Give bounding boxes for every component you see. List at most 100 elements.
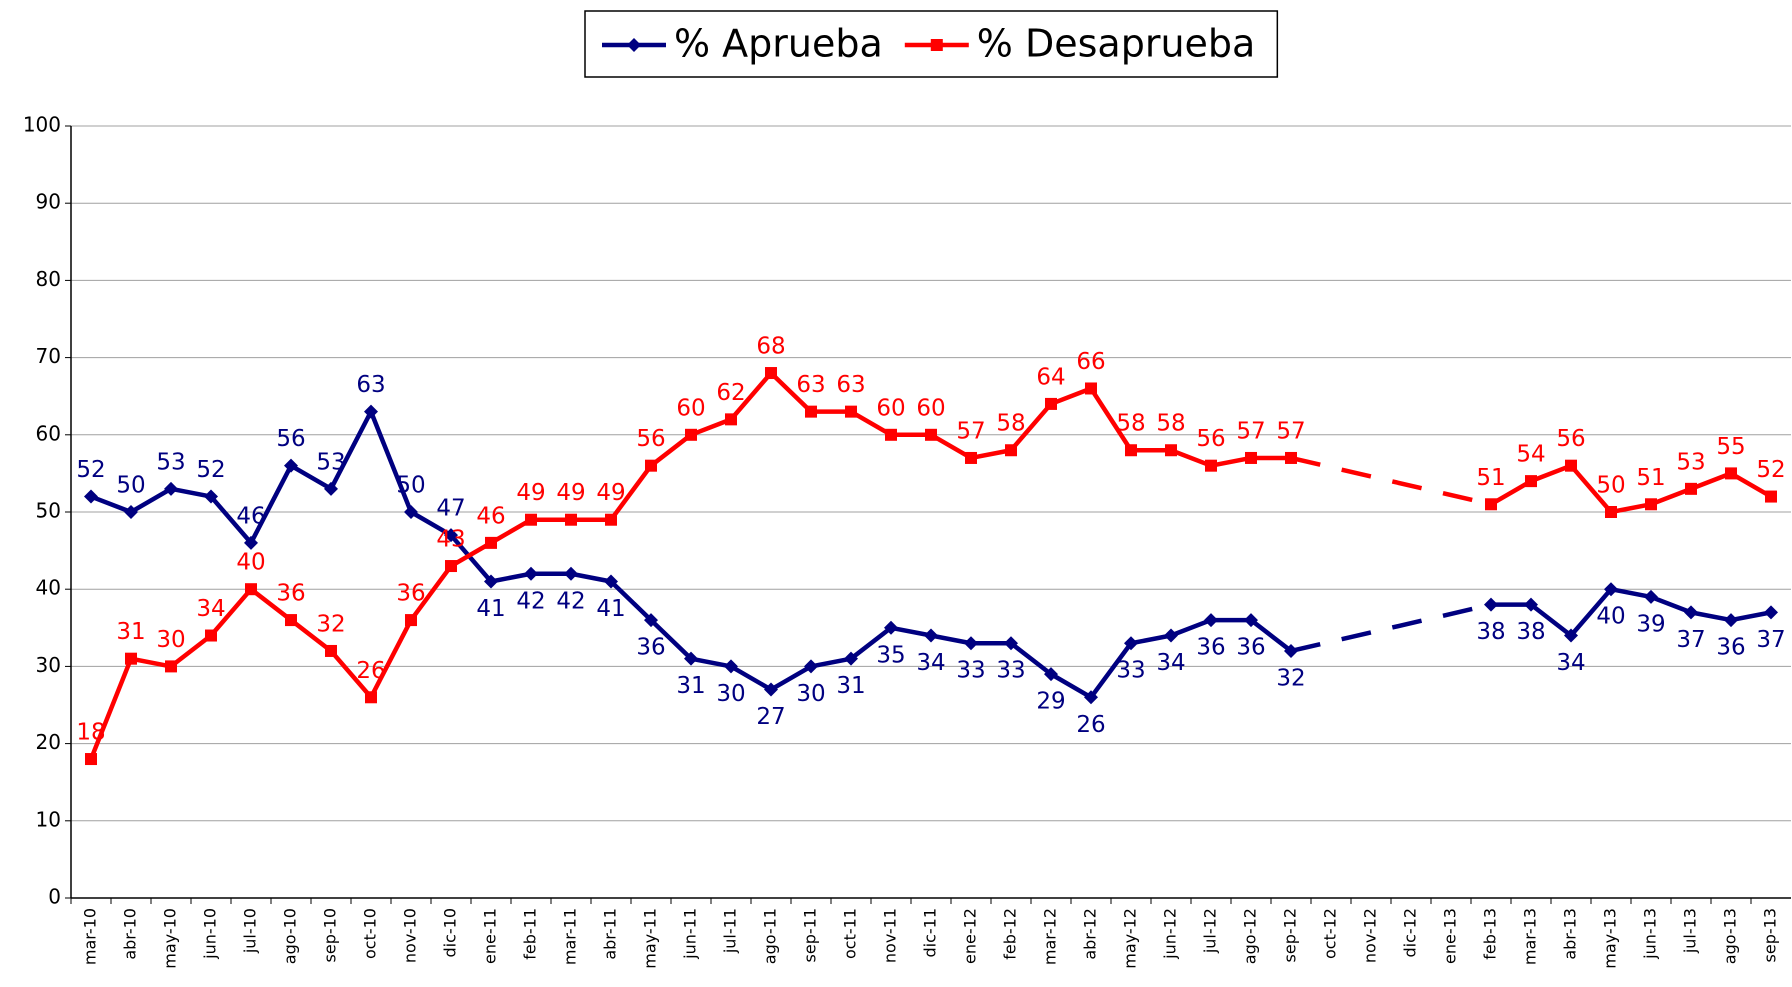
x-tick-label: ago-12	[1241, 908, 1260, 964]
x-tick-label: dic-11	[921, 908, 940, 958]
data-label: 36	[396, 581, 425, 607]
marker	[324, 481, 338, 496]
data-label: 56	[1556, 426, 1585, 452]
marker	[604, 574, 618, 589]
marker	[1285, 451, 1297, 464]
legend-marker	[627, 38, 641, 52]
x-tick-label: abr-10	[121, 908, 140, 960]
marker	[605, 513, 617, 526]
data-label: 40	[236, 550, 265, 576]
x-tick-label: feb-12	[1001, 908, 1020, 960]
data-label: 33	[996, 658, 1025, 684]
x-tick-label: may-11	[641, 908, 660, 969]
marker	[1044, 667, 1058, 682]
marker	[164, 481, 178, 496]
marker	[965, 451, 977, 464]
marker	[1165, 444, 1177, 457]
marker	[1004, 636, 1018, 651]
series-line	[1489, 463, 1773, 515]
marker	[1045, 397, 1057, 410]
x-tick-label: mar-10	[81, 908, 100, 965]
marker	[485, 536, 497, 549]
data-label: 52	[76, 457, 105, 483]
y-tick-label: 80	[36, 267, 61, 291]
legend: % Aprueba % Desaprueba	[584, 10, 1279, 78]
marker	[204, 489, 218, 504]
x-tick-label: nov-12	[1361, 908, 1380, 963]
marker	[564, 566, 578, 581]
x-tick-label: jun-12	[1161, 908, 1180, 960]
y-tick-label: 0	[48, 885, 61, 909]
data-label: 46	[476, 503, 505, 529]
data-label: 37	[1756, 627, 1785, 653]
data-label: 41	[476, 596, 505, 622]
x-tick-label: sep-12	[1281, 908, 1300, 962]
data-label: 46	[236, 503, 265, 529]
x-tick-label: may-10	[161, 908, 180, 969]
marker	[524, 566, 538, 581]
marker	[1204, 613, 1218, 628]
marker	[484, 574, 498, 589]
data-label: 42	[556, 588, 585, 614]
y-tick-label: 30	[36, 653, 61, 677]
marker	[1485, 498, 1497, 511]
marker	[1684, 605, 1698, 620]
data-label: 60	[876, 395, 905, 421]
legend-label: % Desaprueba	[977, 22, 1256, 66]
marker	[205, 629, 217, 642]
x-tick-label: ene-12	[961, 908, 980, 964]
y-tick-label: 20	[36, 730, 61, 754]
y-tick-label: 90	[36, 190, 61, 214]
series-line	[1491, 586, 1772, 638]
marker	[325, 644, 337, 657]
marker	[1644, 589, 1658, 604]
data-label: 49	[556, 480, 585, 506]
marker	[1724, 613, 1738, 628]
data-label: 56	[276, 426, 305, 452]
y-tick-label: 70	[36, 344, 61, 368]
gap-bridge	[1290, 602, 1492, 654]
marker	[1084, 690, 1098, 705]
data-label: 39	[1636, 611, 1665, 637]
marker	[725, 413, 737, 426]
x-tick-label: jun-13	[1641, 908, 1660, 960]
data-label: 57	[1276, 418, 1305, 444]
data-label: 38	[1476, 619, 1505, 645]
marker	[684, 651, 698, 666]
data-label: 30	[156, 627, 185, 653]
y-tick-label: 50	[36, 499, 61, 523]
x-tick-label: ene-11	[481, 908, 500, 964]
data-label: 55	[1716, 434, 1745, 460]
data-label: 53	[316, 449, 345, 475]
marker	[924, 628, 938, 643]
x-tick-label: jul-10	[241, 908, 260, 954]
data-label: 50	[116, 473, 145, 499]
x-tick-label: ago-13	[1721, 908, 1740, 964]
data-label: 53	[1676, 449, 1705, 475]
data-label: 33	[1116, 658, 1145, 684]
data-label: 68	[756, 334, 785, 360]
data-label: 53	[156, 449, 185, 475]
data-label: 66	[1076, 349, 1105, 375]
data-label: 27	[756, 704, 785, 730]
data-label: 31	[676, 673, 705, 699]
marker	[645, 459, 657, 472]
marker	[405, 614, 417, 627]
marker	[1645, 498, 1657, 511]
marker	[125, 652, 137, 665]
marker	[845, 405, 857, 418]
marker	[404, 505, 418, 519]
marker	[525, 513, 537, 526]
data-label: 30	[716, 681, 745, 707]
y-tick-label: 60	[36, 421, 61, 445]
data-label: 29	[1036, 689, 1065, 715]
marker	[284, 458, 298, 473]
x-tick-label: nov-10	[401, 908, 420, 963]
marker	[1605, 506, 1617, 518]
x-tick-label: abr-13	[1561, 908, 1580, 960]
y-tick-label: 100	[23, 113, 61, 137]
data-label: 51	[1636, 465, 1665, 491]
x-tick-label: oct-11	[841, 908, 860, 959]
data-label: 18	[76, 720, 105, 746]
